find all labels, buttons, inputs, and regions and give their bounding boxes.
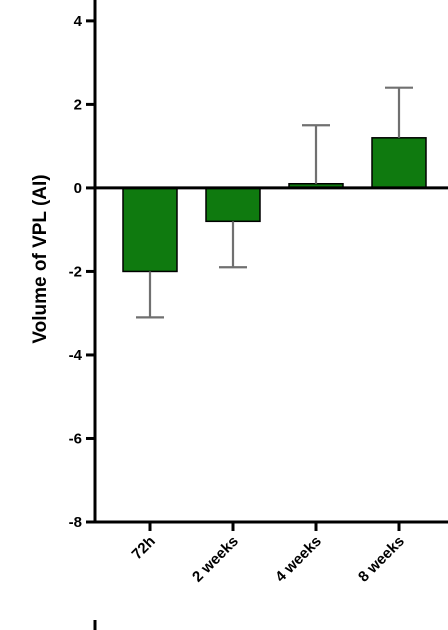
bars-group bbox=[122, 137, 427, 273]
y-ticks-group: 4 2 0 -2 -4 -6 -8 bbox=[69, 13, 95, 531]
y-tick-label: -2 bbox=[69, 263, 82, 280]
error-bar-2-weeks bbox=[219, 221, 247, 269]
bar-72h bbox=[122, 187, 178, 273]
x-ticks-group: 72h 2 weeks 4 weeks 8 weeks bbox=[129, 522, 408, 586]
x-tick-label: 2 weeks bbox=[189, 533, 242, 586]
error-bar-4-weeks bbox=[302, 124, 330, 184]
x-tick-label: 4 weeks bbox=[272, 533, 325, 586]
y-tick-label: -4 bbox=[69, 347, 83, 364]
bar-2-weeks bbox=[205, 187, 261, 223]
error-bars-group bbox=[136, 86, 413, 319]
y-tick-label: -8 bbox=[69, 514, 82, 531]
y-axis-title: Volume of VPL (AI) bbox=[30, 174, 51, 343]
x-tick-label: 72h bbox=[129, 533, 159, 563]
y-tick-label: 2 bbox=[74, 96, 82, 113]
x-tick-label: 8 weeks bbox=[355, 533, 408, 586]
y-tick-label: 0 bbox=[74, 180, 82, 197]
bar-8-weeks bbox=[371, 137, 427, 189]
error-bar-72h bbox=[136, 271, 164, 319]
error-bar-8-weeks bbox=[385, 86, 413, 138]
y-tick-label: 4 bbox=[74, 13, 83, 30]
y-tick-label: -6 bbox=[69, 430, 82, 447]
